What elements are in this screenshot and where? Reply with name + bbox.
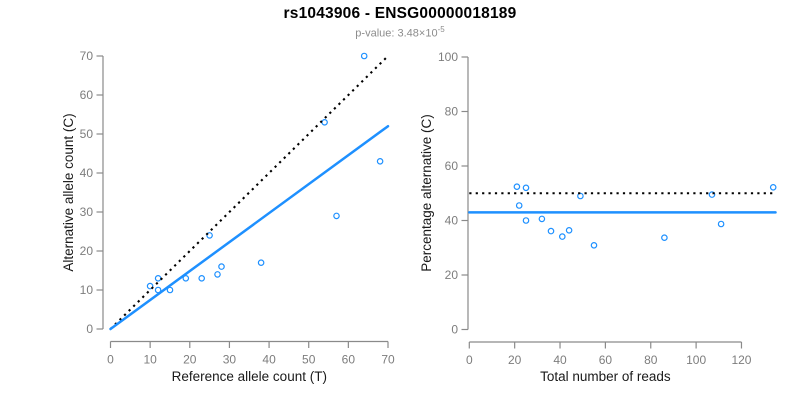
- x-tick-label: 70: [381, 353, 395, 367]
- identity-line: [109, 55, 389, 330]
- x-tick-label: 10: [143, 353, 157, 367]
- data-point: [717, 220, 725, 228]
- data-point: [590, 242, 598, 249]
- x-axis-title: Total number of reads: [540, 369, 671, 384]
- x-tick-label: 60: [599, 353, 613, 367]
- x-tick-label: 40: [553, 353, 567, 367]
- fit-line: [109, 124, 390, 331]
- data-point: [515, 202, 523, 209]
- y-tick-label: 20: [80, 244, 94, 258]
- y-tick-label: 60: [445, 159, 459, 173]
- y-tick-label: 50: [80, 127, 94, 141]
- y-tick-label: 70: [80, 49, 94, 63]
- data-point: [547, 227, 555, 235]
- x-tick-label: 0: [107, 353, 114, 367]
- y-tick-label: 10: [80, 283, 94, 297]
- y-axis-title: Percentage alternative (C): [419, 114, 434, 272]
- data-point: [769, 184, 777, 191]
- x-tick-label: 30: [223, 353, 237, 367]
- pvalue-text: p-value: 3.48×10: [355, 27, 438, 40]
- data-point: [333, 212, 340, 220]
- data-point: [321, 119, 328, 126]
- data-point: [182, 274, 190, 282]
- data-point: [360, 52, 368, 60]
- x-tick-label: 80: [644, 353, 658, 367]
- data-point: [166, 286, 174, 294]
- y-tick-label: 20: [445, 268, 459, 282]
- data-point: [376, 158, 384, 165]
- x-tick-label: 100: [686, 353, 706, 367]
- x-tick-label: 0: [466, 353, 473, 367]
- data-point: [218, 263, 225, 270]
- y-axis-title: Alternative allele count (C): [61, 113, 76, 271]
- y-tick-label: 100: [438, 50, 458, 64]
- x-tick-label: 20: [183, 353, 197, 367]
- y-tick-label: 0: [86, 322, 93, 336]
- data-point: [565, 227, 573, 234]
- figure-subtitle: p-value: 3.48×10-5: [0, 25, 800, 40]
- x-tick-label: 60: [342, 353, 356, 367]
- data-point: [558, 233, 566, 240]
- x-tick-label: 120: [731, 353, 751, 367]
- y-tick-label: 80: [445, 105, 459, 119]
- data-point: [661, 234, 668, 242]
- x-axis-title: Reference allele count (T): [172, 369, 327, 384]
- data-point: [146, 282, 154, 290]
- data-point: [538, 215, 546, 223]
- data-point: [513, 183, 521, 191]
- figure-title: rs1043906 - ENSG00000018189: [283, 5, 517, 22]
- data-point: [577, 192, 584, 200]
- x-tick-label: 20: [508, 353, 522, 367]
- y-tick-label: 0: [451, 323, 458, 337]
- data-point: [154, 274, 162, 282]
- pvalue-exponent: -5: [437, 25, 445, 34]
- data-point: [257, 259, 265, 267]
- data-point: [214, 271, 221, 278]
- data-point: [522, 217, 530, 224]
- x-tick-label: 50: [302, 353, 316, 367]
- data-point: [198, 274, 206, 282]
- y-tick-label: 40: [80, 166, 94, 180]
- data-point: [708, 191, 716, 198]
- x-tick-label: 40: [262, 353, 276, 367]
- data-point: [522, 184, 530, 192]
- y-tick-label: 60: [80, 88, 94, 102]
- y-tick-label: 40: [445, 214, 459, 228]
- data-point: [206, 232, 213, 239]
- y-tick-label: 30: [80, 205, 94, 219]
